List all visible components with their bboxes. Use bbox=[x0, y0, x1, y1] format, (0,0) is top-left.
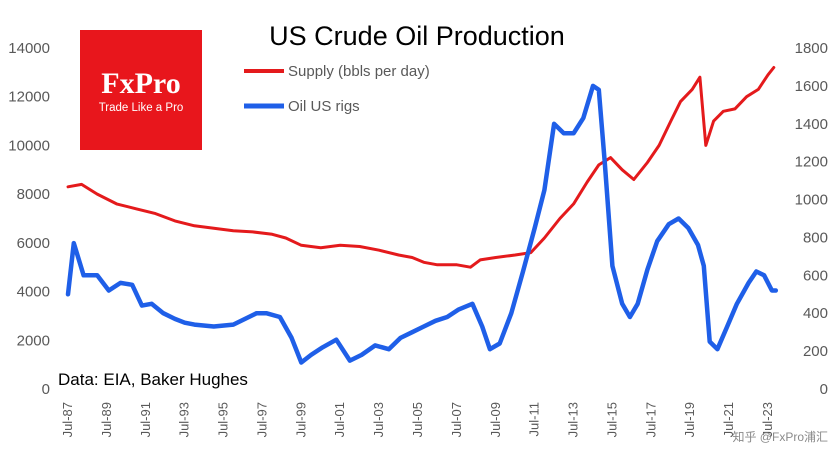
y-left-tick-label: 14000 bbox=[8, 40, 50, 57]
y-right-tick-label: 400 bbox=[803, 305, 828, 322]
y-right-tick-label: 1600 bbox=[795, 78, 828, 95]
y-axis-left: 0 2000 4000 6000 8000 10000 12000 14000 bbox=[8, 40, 50, 398]
y-right-tick-label: 1200 bbox=[795, 154, 828, 171]
series-group bbox=[65, 66, 779, 365]
x-tick-label: Jul-05 bbox=[410, 402, 425, 437]
x-tick-label: Jul-19 bbox=[682, 402, 697, 437]
x-tick-label: Jul-87 bbox=[60, 402, 75, 437]
x-tick-label: Jul-91 bbox=[138, 402, 153, 437]
x-tick-label: Jul-15 bbox=[604, 402, 619, 437]
x-tick-label: Jul-97 bbox=[254, 402, 269, 437]
x-tick-label: Jul-23 bbox=[760, 402, 775, 437]
x-tick-label: Jul-07 bbox=[449, 402, 464, 437]
series-supply-line bbox=[66, 66, 776, 269]
y-right-tick-label: 600 bbox=[803, 267, 828, 284]
logo-tagline: Trade Like a Pro bbox=[99, 102, 184, 114]
x-tick-label: Jul-03 bbox=[371, 402, 386, 437]
logo-box bbox=[80, 30, 202, 150]
x-tick-label: Jul-93 bbox=[177, 402, 192, 437]
y-right-tick-label: 800 bbox=[803, 229, 828, 246]
watermark: 知乎 @FxPro浦汇 bbox=[732, 430, 828, 444]
y-right-tick-label: 200 bbox=[803, 343, 828, 360]
y-right-tick-label: 1000 bbox=[795, 192, 828, 209]
x-tick-label: Jul-99 bbox=[293, 402, 308, 437]
y-left-tick-label: 8000 bbox=[17, 186, 50, 203]
y-left-tick-label: 6000 bbox=[17, 235, 50, 252]
x-tick-label: Jul-09 bbox=[488, 402, 503, 437]
y-left-tick-label: 12000 bbox=[8, 89, 50, 106]
y-left-tick-label: 10000 bbox=[8, 137, 50, 154]
y-axis-right: 0 200 400 600 800 1000 1200 1400 1600 1800 bbox=[795, 40, 828, 398]
legend-label-rigs: Oil US rigs bbox=[288, 98, 360, 115]
y-right-tick-label: 1400 bbox=[795, 116, 828, 133]
x-tick-label: Jul-11 bbox=[527, 402, 542, 436]
x-tick-label: Jul-13 bbox=[566, 402, 581, 437]
y-left-tick-label: 2000 bbox=[17, 332, 50, 349]
x-tick-label: Jul-21 bbox=[721, 402, 736, 437]
series-rigs-line bbox=[65, 83, 779, 365]
x-tick-label: Jul-01 bbox=[332, 402, 347, 437]
x-axis: Jul-87 Jul-89 Jul-91 Jul-93 Jul-95 Jul-97 Jul-… bbox=[60, 402, 775, 437]
x-tick-label: Jul-89 bbox=[99, 402, 114, 437]
source-note: Data: EIA, Baker Hughes bbox=[58, 370, 248, 389]
y-left-tick-label: 4000 bbox=[17, 284, 50, 301]
legend: Supply (bbls per day) Oil US rigs bbox=[244, 63, 430, 115]
x-tick-label: Jul-17 bbox=[643, 402, 658, 437]
y-left-tick-label: 0 bbox=[42, 381, 50, 398]
x-tick-label: Jul-95 bbox=[216, 402, 231, 437]
chart-title: US Crude Oil Production bbox=[269, 21, 565, 51]
logo-brand: FxPro bbox=[101, 67, 180, 100]
legend-label-supply: Supply (bbls per day) bbox=[288, 63, 430, 80]
y-right-tick-label: 1800 bbox=[795, 40, 828, 57]
y-right-tick-label: 0 bbox=[820, 381, 828, 398]
fxpro-logo: FxPro Trade Like a Pro bbox=[80, 30, 202, 150]
